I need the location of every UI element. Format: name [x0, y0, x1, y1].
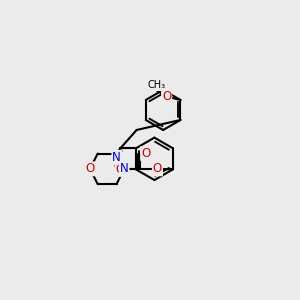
- Text: O: O: [141, 147, 150, 160]
- Text: O: O: [153, 162, 162, 175]
- Text: CH₃: CH₃: [147, 80, 165, 90]
- Text: N: N: [112, 151, 121, 164]
- Text: N: N: [120, 162, 129, 175]
- Text: O: O: [85, 162, 95, 175]
- Text: O: O: [162, 91, 171, 103]
- Text: O: O: [116, 163, 125, 176]
